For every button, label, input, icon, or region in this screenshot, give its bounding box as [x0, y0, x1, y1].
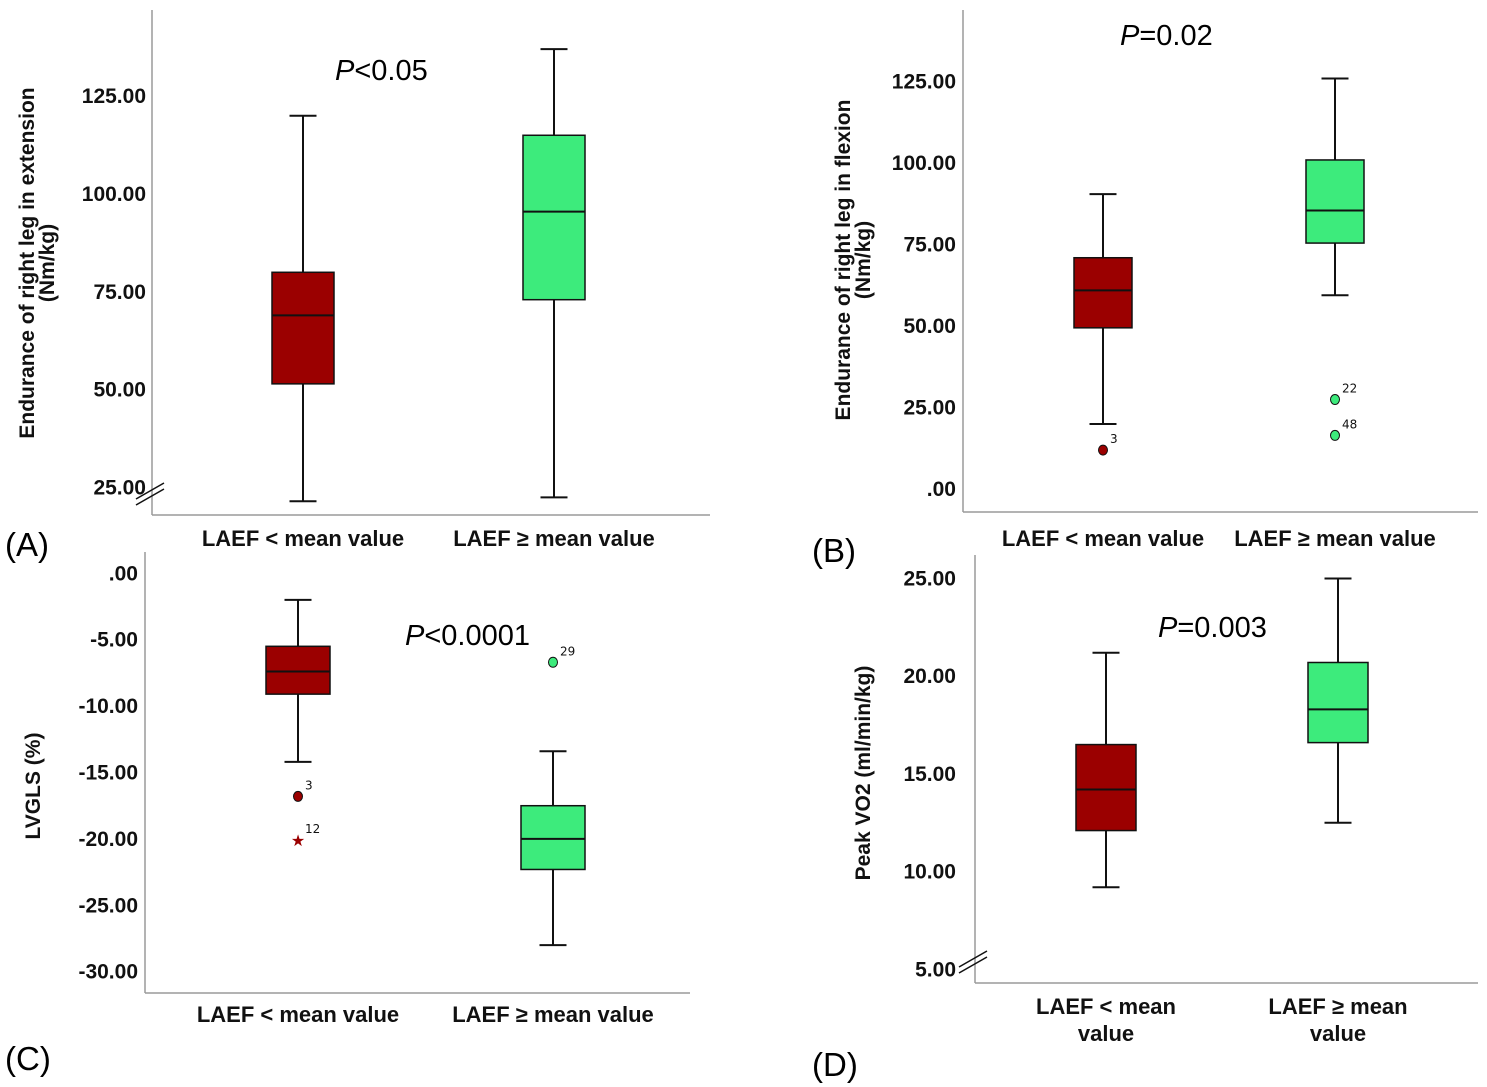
y-axis-label: Endurance of right leg in flexion(Nm/kg)	[832, 100, 875, 421]
x-category-label: LAEF ≥ mean value	[453, 526, 655, 551]
p-value-symbol: P	[1120, 20, 1140, 52]
panel-letter: (C)	[5, 1040, 51, 1077]
iqr-box	[1305, 159, 1365, 244]
iqr-box	[1307, 661, 1369, 744]
panel-letter: (A)	[5, 526, 49, 563]
x-category-label: LAEF ≥ mean	[1268, 994, 1407, 1019]
outlier-label: 3	[305, 778, 313, 792]
y-tick-label: -15.00	[78, 762, 138, 785]
outlier-marker	[293, 790, 303, 802]
p-value-label: P=0.02	[1120, 20, 1213, 52]
y-axis-label-line2: (Nm/kg)	[36, 224, 59, 302]
y-tick-label: 125.00	[892, 71, 956, 94]
p-value-symbol: P	[335, 55, 355, 87]
y-tick-label: -20.00	[78, 828, 138, 851]
p-value-text: =0.02	[1139, 20, 1212, 52]
y-axis-label-line1: Peak VO2 (ml/min/kg)	[852, 666, 875, 881]
p-value-text: <0.05	[354, 55, 427, 87]
y-tick-label: 100.00	[82, 183, 146, 206]
chart-panel-c: -30.00 -25.00 -20.00 -15.00 -10.00 -5.00 .00 LV…	[5, 552, 690, 1077]
outlier-label: 12	[305, 822, 320, 836]
y-tick-label: .00	[109, 562, 138, 585]
y-tick-label: 15.00	[903, 763, 956, 786]
outlier-marker	[1330, 429, 1340, 441]
p-value-text: <0.0001	[424, 620, 530, 652]
chart-panel-a: 25.00 50.00 75.00 100.00 125.00 Endurance of …	[5, 10, 710, 563]
iqr-box	[1073, 256, 1133, 329]
chart-panel-b: .00 25.00 50.00 75.00 100.00 125.00 Endurance …	[812, 10, 1478, 569]
box-laef-below-mean	[271, 114, 335, 503]
y-tick-label: 50.00	[93, 379, 146, 402]
iqr-box	[271, 271, 335, 385]
y-tick-label: 75.00	[903, 234, 956, 257]
p-value-text: =0.003	[1177, 612, 1267, 644]
outlier-marker	[548, 656, 558, 668]
outlier-label: 3	[1110, 432, 1118, 446]
box-laef-below-mean: 3	[1073, 193, 1133, 456]
y-tick-label: 25.00	[93, 477, 146, 500]
p-value-label: P<0.0001	[405, 620, 530, 652]
outlier-label: 48	[1342, 417, 1357, 431]
y-tick-label: -25.00	[78, 894, 138, 917]
y-tick-label: 25.00	[903, 567, 956, 590]
y-tick-label: 10.00	[903, 861, 956, 884]
x-category-label: value	[1078, 1021, 1134, 1046]
y-axis-label-line1: Endurance of right leg in extension	[16, 87, 39, 438]
box-laef-above-mean	[522, 48, 586, 499]
y-tick-label: 25.00	[903, 397, 956, 420]
y-axis-label: Endurance of right leg in extension(Nm/k…	[16, 87, 59, 438]
iqr-box	[520, 804, 586, 871]
iqr-box	[522, 134, 586, 301]
outlier-marker	[1330, 394, 1340, 406]
y-axis-label-line1: LVGLS (%)	[22, 733, 45, 840]
x-category-label: LAEF ≥ mean value	[452, 1002, 654, 1027]
y-axis-label: LVGLS (%)	[22, 733, 45, 840]
y-tick-label: -10.00	[78, 695, 138, 718]
panel-letter: (D)	[812, 1046, 858, 1083]
box-laef-above-mean: 29	[520, 644, 586, 947]
x-category-label: LAEF < mean value	[1002, 526, 1204, 551]
y-axis-label-line1: Endurance of right leg in flexion	[832, 100, 855, 421]
iqr-box	[1075, 743, 1137, 832]
x-category-label: LAEF < mean	[1036, 994, 1176, 1019]
box-laef-above-mean	[1307, 577, 1369, 824]
x-category-label: LAEF < mean value	[197, 1002, 399, 1027]
box-laef-above-mean: 22 48	[1305, 77, 1365, 441]
panel-letter: (B)	[812, 532, 856, 569]
y-tick-label: 75.00	[93, 281, 146, 304]
chart-panel-d: 5.00 10.00 15.00 20.00 25.00 Peak VO2 (ml/min…	[812, 555, 1478, 1083]
outlier-marker	[1098, 444, 1108, 456]
box-laef-below-mean	[1075, 651, 1137, 889]
axis-break-mark	[958, 950, 988, 968]
outlier-label: 22	[1342, 382, 1357, 396]
x-category-label: LAEF ≥ mean value	[1234, 526, 1436, 551]
axis-break-mark	[135, 488, 165, 506]
p-value-symbol: P	[1158, 612, 1178, 644]
y-tick-label: -30.00	[78, 961, 138, 984]
axis-break-mark	[958, 956, 988, 974]
y-tick-label: 125.00	[82, 85, 146, 108]
y-tick-label: .00	[927, 478, 956, 501]
p-value-label: P=0.003	[1158, 612, 1267, 644]
iqr-box	[265, 645, 331, 695]
outlier-label: 29	[560, 644, 575, 658]
x-category-label: LAEF < mean value	[202, 526, 404, 551]
box-laef-below-mean: 3 ★12	[265, 598, 331, 850]
y-tick-label: 20.00	[903, 665, 956, 688]
axis-break-mark	[135, 482, 165, 500]
y-axis-label-line2: (Nm/kg)	[852, 221, 875, 299]
p-value-symbol: P	[405, 620, 425, 652]
outlier-extreme-marker: ★	[291, 831, 305, 850]
y-tick-label: -5.00	[90, 629, 138, 652]
y-tick-label: 5.00	[915, 958, 956, 981]
x-category-label: value	[1310, 1021, 1366, 1046]
y-tick-label: 100.00	[892, 152, 956, 175]
y-axis-label: Peak VO2 (ml/min/kg)	[852, 666, 875, 881]
p-value-label: P<0.05	[335, 55, 428, 87]
y-tick-label: 50.00	[903, 315, 956, 338]
